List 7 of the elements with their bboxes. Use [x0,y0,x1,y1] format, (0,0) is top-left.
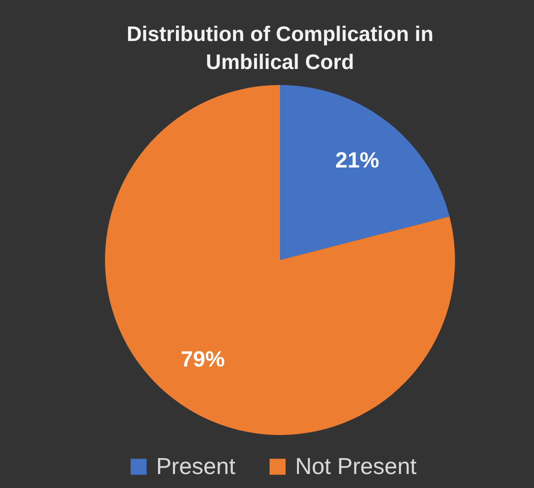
legend-label: Not Present [295,452,418,479]
data-label: 21% [335,147,380,172]
pie-slice [105,85,455,435]
legend-label: Present [156,452,236,479]
pie-slice [280,85,450,260]
data-label: 79% [180,346,225,372]
chart-title: Distribution of Complication in Umbilical Cord [126,23,434,74]
